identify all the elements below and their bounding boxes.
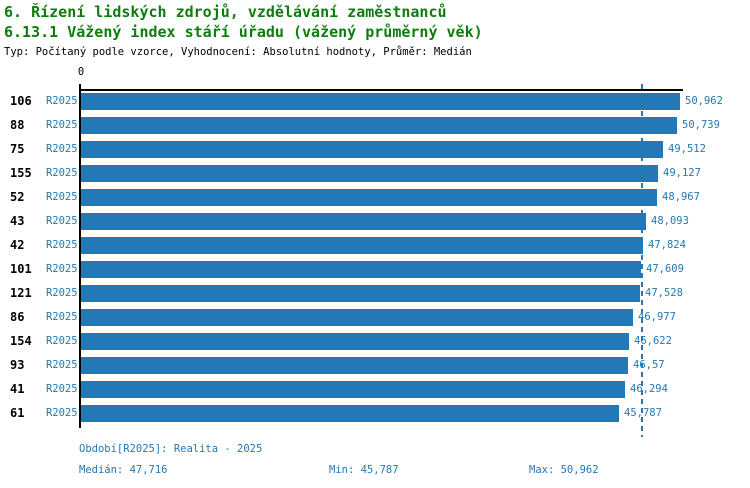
row-id-label: 52 [10, 190, 25, 204]
bar [81, 189, 657, 206]
table-row: 88 R2025 50,739 [0, 117, 750, 134]
period-note: Období[R2025]: Realita - 2025 [79, 443, 263, 455]
bar [81, 237, 643, 254]
table-row: 42 R2025 47,824 [0, 237, 750, 254]
row-value-label: 46,977 [638, 311, 676, 323]
max-stat-label: Max: 50,962 [529, 464, 599, 476]
bar [81, 309, 633, 326]
row-period-label: R2025 [46, 263, 78, 275]
row-id-label: 43 [10, 214, 25, 228]
row-id-label: 41 [10, 382, 25, 396]
table-row: 155 R2025 49,127 [0, 165, 750, 182]
row-value-label: 48,967 [662, 191, 700, 203]
bar [81, 93, 680, 110]
row-period-label: R2025 [46, 95, 78, 107]
row-value-label: 50,739 [682, 119, 720, 131]
x-axis-zero-tick-label: 0 [77, 66, 85, 78]
row-id-label: 93 [10, 358, 25, 372]
bar [81, 357, 628, 374]
x-axis-line [80, 89, 683, 91]
table-row: 61 R2025 45,787 [0, 405, 750, 422]
table-row: 154 R2025 46,622 [0, 333, 750, 350]
table-row: 106 R2025 50,962 [0, 93, 750, 110]
row-period-label: R2025 [46, 143, 78, 155]
table-row: 52 R2025 48,967 [0, 189, 750, 206]
row-id-label: 101 [10, 262, 32, 276]
bar [81, 285, 640, 302]
bar [81, 165, 658, 182]
row-value-label: 47,609 [646, 263, 684, 275]
row-value-label: 49,127 [663, 167, 701, 179]
bar [81, 261, 641, 278]
bar [81, 117, 677, 134]
chart-meta-line: Typ: Počítaný podle vzorce, Vyhodnocení:… [4, 46, 472, 58]
row-id-label: 121 [10, 286, 32, 300]
row-id-label: 75 [10, 142, 25, 156]
table-row: 121 R2025 47,528 [0, 285, 750, 302]
y-axis-line [79, 84, 81, 428]
chart-title: 6.13.1 Vážený index stáří úřadu (vážený … [4, 23, 483, 41]
row-id-label: 154 [10, 334, 32, 348]
row-id-label: 155 [10, 166, 32, 180]
row-period-label: R2025 [46, 119, 78, 131]
table-row: 43 R2025 48,093 [0, 213, 750, 230]
row-value-label: 48,093 [651, 215, 689, 227]
row-id-label: 61 [10, 406, 25, 420]
row-id-label: 88 [10, 118, 25, 132]
table-row: 86 R2025 46,977 [0, 309, 750, 326]
row-value-label: 46,622 [634, 335, 672, 347]
table-row: 101 R2025 47,609 [0, 261, 750, 278]
row-id-label: 42 [10, 238, 25, 252]
row-value-label: 46,57 [633, 359, 665, 371]
row-period-label: R2025 [46, 287, 78, 299]
table-row: 75 R2025 49,512 [0, 141, 750, 158]
row-value-label: 50,962 [685, 95, 723, 107]
row-value-label: 45,787 [624, 407, 662, 419]
row-period-label: R2025 [46, 359, 78, 371]
row-value-label: 47,824 [648, 239, 686, 251]
row-period-label: R2025 [46, 407, 78, 419]
row-period-label: R2025 [46, 215, 78, 227]
row-period-label: R2025 [46, 335, 78, 347]
bar [81, 405, 619, 422]
row-period-label: R2025 [46, 239, 78, 251]
section-title: 6. Řízení lidských zdrojů, vzdělávání za… [4, 3, 447, 21]
bar [81, 333, 629, 350]
row-period-label: R2025 [46, 167, 78, 179]
bar [81, 381, 625, 398]
median-dashed-line [641, 84, 643, 437]
row-period-label: R2025 [46, 311, 78, 323]
table-row: 93 R2025 46,57 [0, 357, 750, 374]
bar [81, 141, 663, 158]
row-period-label: R2025 [46, 191, 78, 203]
row-value-label: 47,528 [645, 287, 683, 299]
row-value-label: 49,512 [668, 143, 706, 155]
row-id-label: 106 [10, 94, 32, 108]
row-period-label: R2025 [46, 383, 78, 395]
row-value-label: 46,294 [630, 383, 668, 395]
bar [81, 213, 646, 230]
row-id-label: 86 [10, 310, 25, 324]
table-row: 41 R2025 46,294 [0, 381, 750, 398]
min-stat-label: Min: 45,787 [329, 464, 399, 476]
median-stat-label: Medián: 47,716 [79, 464, 168, 476]
